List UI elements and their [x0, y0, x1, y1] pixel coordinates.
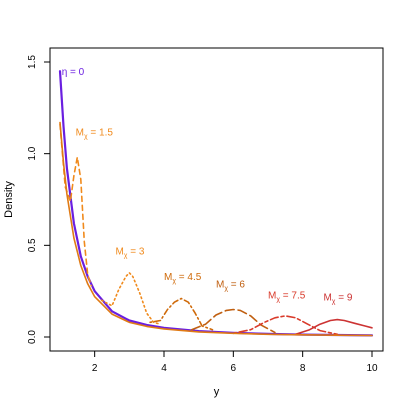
series-lines — [58, 70, 374, 337]
annotation-label-subscript: χ — [276, 297, 280, 304]
series-line-3 — [149, 297, 214, 331]
annotation-label-main: M — [268, 291, 276, 302]
annotation-label-subscript: χ — [124, 253, 128, 260]
annotation-label-main: M — [216, 280, 224, 291]
annotation-label-main: M — [323, 292, 331, 303]
annotation-label-3: Mχ = 4.5 — [164, 272, 202, 285]
series-line-2 — [100, 271, 162, 326]
y-axis-label: Density — [3, 181, 15, 218]
x-tick-label: 8 — [300, 363, 306, 374]
annotation-label-value: = 7.5 — [280, 291, 306, 302]
annotation-label-subscript: χ — [84, 133, 88, 140]
annotation-label-main: M — [115, 247, 123, 258]
annotation-label-value: = 1.5 — [88, 127, 114, 138]
x-tick-label: 10 — [366, 363, 378, 374]
x-tick-label: 4 — [161, 363, 167, 374]
annotation-label-4: Mχ = 6 — [216, 280, 245, 293]
annotation-label-6: Mχ = 9 — [323, 292, 352, 305]
y-tick-label: 1.5 — [27, 55, 38, 69]
annotation-label-value: = 4.5 — [176, 272, 202, 283]
annotation-label-0: η = 0 — [62, 67, 85, 78]
y-tick-label: 1.0 — [27, 146, 38, 160]
annotation-label-subscript: χ — [172, 278, 176, 285]
annotation-label-value: = 3 — [127, 247, 144, 258]
y-tick-label: 0.5 — [27, 238, 38, 252]
annotation-label-value: = 6 — [228, 280, 245, 291]
annotation-label-value: = 9 — [335, 292, 352, 303]
annotation-label-1: Mχ = 1.5 — [76, 127, 114, 140]
plot-frame — [49, 47, 384, 352]
y-axis: 0.0 0.5 1.0 1.5 — [27, 55, 51, 344]
annotation-label-subscript: χ — [332, 298, 336, 305]
annotation-label-main: η = 0 — [62, 67, 85, 78]
series-line-5 — [232, 315, 339, 336]
y-tick-label: 0.0 — [27, 330, 38, 344]
x-tick-label: 6 — [231, 363, 237, 374]
series-line-4 — [190, 308, 276, 334]
annotation-label-5: Mχ = 7.5 — [268, 291, 306, 304]
plot-border — [49, 47, 384, 352]
annotation-label-subscript: χ — [224, 286, 228, 293]
x-tick-label: 2 — [92, 363, 98, 374]
annotation-label-2: Mχ = 3 — [115, 247, 144, 260]
x-axis-label: y — [214, 386, 220, 398]
curve-annotations: η = 0Mχ = 1.5Mχ = 3Mχ = 4.5Mχ = 6Mχ = 7.… — [62, 67, 353, 306]
annotation-label-main: M — [76, 127, 84, 138]
series-line-6 — [294, 318, 373, 336]
annotation-label-main: M — [164, 272, 172, 283]
x-axis: 2 4 6 8 10 — [92, 350, 378, 374]
series-line-7 — [59, 121, 373, 337]
